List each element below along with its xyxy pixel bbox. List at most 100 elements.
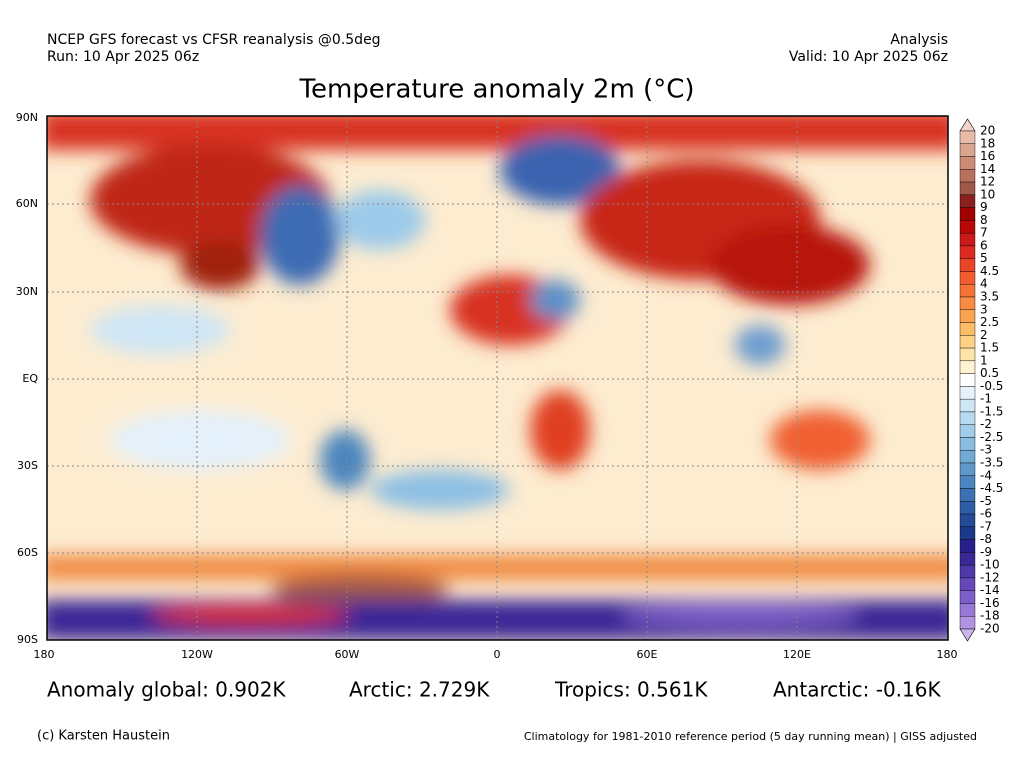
lat-label: EQ (22, 372, 38, 385)
colorbar-label: 5 (980, 251, 988, 265)
colorbar-label: 7 (980, 226, 988, 240)
colorbar-label: -1.5 (980, 404, 1003, 418)
colorbar-segment (959, 501, 976, 515)
colorbar-segment (959, 386, 976, 400)
lat-label: 30S (17, 459, 38, 472)
colorbar-segment (959, 130, 976, 144)
colorbar-segment (959, 322, 976, 336)
lon-label: 180 (937, 648, 958, 661)
colorbar-label: 4.5 (980, 264, 999, 278)
colorbar-label: 12 (980, 175, 995, 189)
colorbar-label: -10 (980, 558, 1000, 572)
colorbar-label: -12 (980, 570, 1000, 584)
map-frame (46, 115, 949, 641)
colorbar-label: 9 (980, 200, 988, 214)
colorbar-label: -4 (980, 468, 992, 482)
colorbar-segment (959, 181, 976, 196)
colorbar-label: -4.5 (980, 481, 1003, 495)
colorbar-segment (959, 194, 976, 208)
colorbar-segment (959, 373, 976, 387)
colorbar-segment (959, 309, 976, 323)
colorbar-segment (959, 360, 976, 374)
colorbar-segment (959, 411, 976, 425)
colorbar-segment (959, 616, 976, 630)
colorbar-label: 4 (980, 277, 988, 291)
colorbar-label: -8 (980, 532, 992, 546)
lon-label: 120W (181, 648, 213, 661)
colorbar-segment (959, 450, 976, 464)
colorbar-label: -1 (980, 392, 992, 406)
colorbar-segment (959, 284, 976, 298)
colorbar-label: 20 (980, 124, 995, 138)
anomaly-map (47, 116, 948, 640)
colorbar-label: 16 (980, 149, 995, 163)
colorbar-segment (959, 437, 976, 451)
colorbar-segment (959, 539, 976, 553)
colorbar-segment (959, 526, 976, 540)
stat: Anomaly global: 0.902K (47, 678, 286, 702)
colorbar-label: -7 (980, 519, 992, 533)
colorbar-segment (959, 156, 976, 170)
colorbar-label: 8 (980, 213, 988, 227)
lat-label: 90N (16, 111, 38, 124)
colorbar-label: -20 (980, 622, 1000, 636)
lat-label: 60S (17, 546, 38, 559)
colorbar-segment (959, 590, 976, 604)
colorbar-segment (959, 577, 976, 591)
graticule (47, 116, 948, 640)
stat: Tropics: 0.561K (554, 678, 708, 702)
colorbar-segment (959, 143, 976, 157)
colorbar-label: 2.5 (980, 315, 999, 329)
climatology-note: Climatology for 1981-2010 reference peri… (524, 730, 977, 743)
colorbar-label: -5 (980, 494, 992, 508)
colorbar-label: 1 (980, 353, 988, 367)
anomaly-fields (47, 116, 948, 640)
header-line: Run: 10 Apr 2025 06z (47, 49, 199, 65)
credit: (c) Karsten Haustein (37, 729, 170, 744)
colorbar: 201816141210987654.543.532.521.510.5-0.5… (959, 118, 1003, 642)
colorbar-label: 1.5 (980, 341, 999, 355)
lon-label: 180 (34, 648, 55, 661)
colorbar-segment (959, 271, 976, 285)
colorbar-label: -3 (980, 443, 992, 457)
lat-label: 60N (16, 197, 38, 210)
colorbar-label: 14 (980, 162, 995, 176)
lat-label: 30N (16, 285, 38, 298)
colorbar-label: -14 (980, 583, 1000, 597)
colorbar-segment (959, 603, 976, 617)
colorbar-segment (959, 424, 976, 438)
colorbar-label: -9 (980, 545, 992, 559)
colorbar-segment (959, 475, 976, 489)
colorbar-label: 10 (980, 187, 995, 201)
colorbar-segment (959, 207, 976, 221)
map-title: Temperature anomaly 2m (°C) (299, 75, 695, 105)
lon-label: 120E (783, 648, 811, 661)
colorbar-label: -3.5 (980, 456, 1003, 470)
header-line: NCEP GFS forecast vs CFSR reanalysis @0.… (47, 32, 381, 48)
lon-label: 60E (637, 648, 658, 661)
colorbar-label: -2.5 (980, 430, 1003, 444)
colorbar-label: 0.5 (980, 366, 999, 380)
colorbar-label: 2 (980, 328, 988, 342)
stat: Arctic: 2.729K (349, 678, 490, 702)
colorbar-label: -6 (980, 507, 992, 521)
lon-label: 60W (335, 648, 360, 661)
colorbar-segment (959, 296, 976, 310)
colorbar-segment (959, 552, 976, 566)
lon-label: 0 (494, 648, 501, 661)
colorbar-segment (959, 488, 976, 502)
colorbar-label: 3 (980, 302, 988, 316)
colorbar-triangle (959, 118, 976, 132)
colorbar-segment (959, 220, 976, 234)
colorbar-segment (959, 564, 976, 579)
stat: Antarctic: -0.16K (773, 678, 941, 702)
colorbar-segment (959, 232, 976, 247)
colorbar-label: -0.5 (980, 379, 1003, 393)
colorbar-segment (959, 245, 976, 259)
colorbar-label: 6 (980, 238, 988, 252)
colorbar-label: 18 (980, 136, 995, 150)
lat-label: 90S (17, 633, 38, 646)
header-line: Valid: 10 Apr 2025 06z (789, 49, 948, 65)
colorbar-label: -2 (980, 417, 992, 431)
